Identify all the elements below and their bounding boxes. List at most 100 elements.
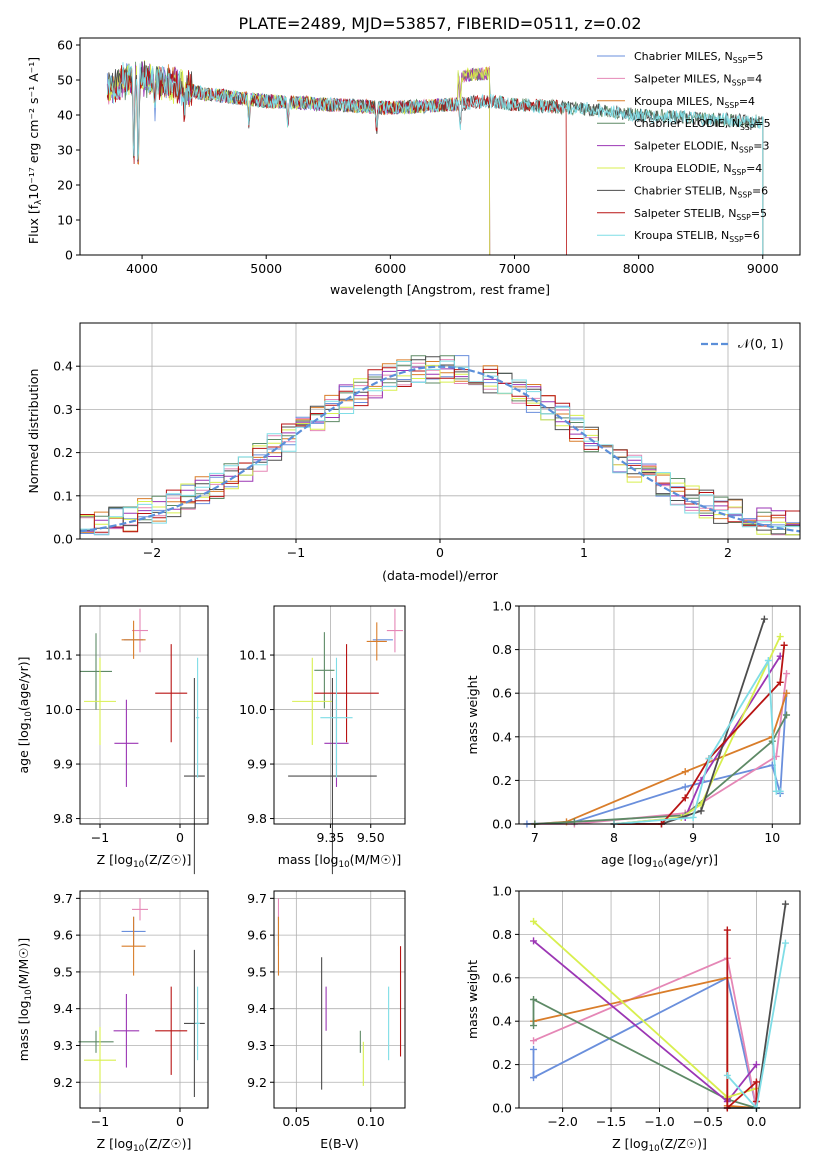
- x-tick-label: −1.0: [644, 1114, 674, 1129]
- y-tick-label: 60: [57, 38, 73, 53]
- weight-marker: [681, 783, 689, 791]
- weight-line-chabrier-elodie: [534, 714, 788, 825]
- y-tick-label: 9.9: [247, 757, 267, 772]
- y-axis-label: age [log10(age/yr)]: [16, 656, 34, 773]
- x-tick-label: 4000: [126, 261, 158, 276]
- y-tick-label: 0.2: [492, 1057, 512, 1072]
- y-axis-label: Flux [fλ10⁻¹⁷ erg cm⁻² s⁻¹ A⁻¹]: [26, 57, 44, 244]
- x-tick-label: 9: [689, 830, 697, 845]
- x-tick-label: 7: [531, 830, 539, 845]
- weight-marker: [530, 1045, 538, 1053]
- plot-frame: [273, 605, 406, 825]
- weight-marker: [783, 711, 791, 719]
- weight-marker: [752, 1061, 760, 1069]
- weight-marker: [530, 917, 538, 925]
- y-tick-label: 30: [57, 143, 73, 158]
- spectrum-lines: [106, 60, 764, 255]
- weight-marker: [689, 813, 697, 821]
- y-tick-label: 0.4: [492, 729, 512, 744]
- plot-frame: [79, 37, 801, 256]
- y-tick-label: 9.7: [247, 891, 267, 906]
- y-tick-label: 10.1: [45, 648, 73, 663]
- y-tick-label: 9.2: [53, 1075, 73, 1090]
- x-tick-label: 2: [724, 545, 732, 560]
- weight-marker: [530, 937, 538, 945]
- x-tick-label: 8: [610, 830, 618, 845]
- legend-label: Salpeter MILES, NSSP=4: [634, 72, 762, 87]
- figure-title: PLATE=2489, MJD=53857, FIBERID=0511, z=0…: [238, 14, 641, 33]
- x-tick-label: 9.35: [317, 830, 345, 845]
- weight-marker: [776, 787, 784, 795]
- x-tick-label: −1: [91, 830, 109, 845]
- histogram-salpeter-stelib: [80, 367, 800, 533]
- y-tick-label: 0.0: [492, 1101, 512, 1116]
- y-tick-label: 0.2: [492, 773, 512, 788]
- legend-label: Kroupa STELIB, NSSP=6: [634, 229, 760, 244]
- weight-marker: [752, 1078, 760, 1086]
- y-tick-label: 9.8: [53, 811, 73, 826]
- weight-marker: [764, 657, 772, 664]
- y-tick-label: 0.2: [53, 445, 73, 460]
- y-tick-label: 0: [65, 248, 73, 263]
- weight-marker: [783, 689, 791, 697]
- age-vs-mass-panel: 9.35 9.50 9.8 9.9 10.0 10.1 mass [log10(M/M☉)]: [239, 605, 406, 875]
- y-tick-label: 40: [57, 108, 73, 123]
- y-axis-label: Normed distribution: [26, 369, 41, 494]
- x-tick-label: −1.5: [596, 1114, 626, 1129]
- plot-frame: [79, 605, 209, 825]
- residuals-histogram-panel: −2 −1 0 1 2 0.0 0.1 0.2 0.3 0.4 (data-model)/error…: [26, 322, 801, 583]
- x-tick-label: −1: [287, 545, 305, 560]
- weight-marker: [530, 996, 538, 1003]
- weight-line-kroupa-miles: [534, 692, 788, 825]
- y-tick-label: 0.3: [53, 402, 73, 417]
- x-tick-label: 9.50: [357, 830, 385, 845]
- age-vs-metallicity-panel: −1 0 9.8 9.9 10.0 10.1 Z [log10(Z/Z☉)] age [log…: [16, 605, 209, 875]
- x-tick-label: 7000: [499, 261, 531, 276]
- y-tick-label: 0.8: [492, 642, 512, 657]
- weight-line-kroupa-elodie: [532, 920, 757, 1099]
- x-tick-label: −2: [143, 545, 161, 560]
- y-tick-label: 9.2: [247, 1075, 267, 1090]
- weight-line-chabrier-miles: [532, 976, 758, 1109]
- weight-line-kroupa-miles: [533, 976, 757, 1109]
- y-tick-label: 0.0: [53, 532, 73, 547]
- y-tick-label: 9.6: [53, 928, 73, 943]
- histogram-kroupa-elodie: [80, 364, 800, 536]
- y-tick-label: 9.5: [53, 964, 73, 979]
- y-tick-label: 0.6: [492, 686, 512, 701]
- y-tick-label: 9.5: [247, 964, 267, 979]
- normal-curve: [80, 365, 800, 533]
- y-tick-label: 9.8: [247, 811, 267, 826]
- x-tick-label: 0: [176, 830, 184, 845]
- weight-line-salpeter-stelib: [726, 930, 758, 1111]
- x-tick-label: 5000: [250, 261, 282, 276]
- weight-line-chabrier-miles: [526, 693, 788, 825]
- x-tick-label: −1: [91, 1114, 109, 1129]
- legend-label: 𝒩(0, 1): [738, 336, 784, 351]
- plot-frame: [518, 605, 801, 825]
- weight-marker: [776, 633, 784, 641]
- weight-marker: [530, 1074, 538, 1082]
- weight-marker: [530, 1037, 538, 1045]
- x-axis-label: wavelength [Angstrom, rest frame]: [330, 282, 550, 297]
- y-tick-label: 1.0: [492, 884, 512, 899]
- y-tick-label: 50: [57, 73, 73, 88]
- weight-marker: [681, 768, 689, 776]
- histogram-kroupa-stelib: [80, 360, 800, 536]
- spectrum-line-kroupa-stelib: [106, 62, 764, 255]
- weight-marker: [705, 755, 713, 763]
- y-tick-label: 10.0: [239, 702, 267, 717]
- spectrum-panel: 4000 5000 6000 7000 8000 9000 0 10 20 30 40 50 60 wav…: [26, 37, 801, 297]
- x-axis-label: (data-model)/error: [382, 568, 499, 583]
- legend-label: Salpeter STELIB, NSSP=5: [634, 207, 767, 222]
- weight-marker: [776, 678, 784, 686]
- weight-line-kroupa-elodie: [613, 636, 782, 825]
- weight-marker: [697, 807, 705, 815]
- y-tick-label: 0.1: [53, 488, 73, 503]
- x-tick-label: 0: [436, 545, 444, 560]
- weight-line-salpeter-miles: [534, 673, 788, 825]
- y-tick-label: 0.8: [492, 927, 512, 942]
- weight-marker: [781, 900, 789, 908]
- legend-label: Chabrier ELODIE, NSSP=5: [634, 117, 771, 132]
- y-tick-label: 10.1: [239, 648, 267, 663]
